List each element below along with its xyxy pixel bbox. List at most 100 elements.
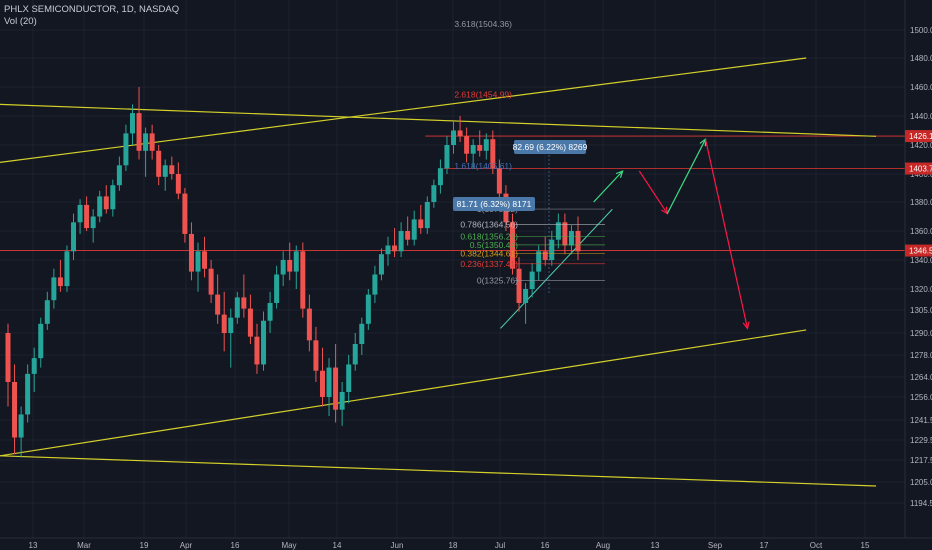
time-tick-label: Mar (77, 541, 91, 550)
bullish-candle (326, 367, 332, 397)
bullish-candle (51, 277, 57, 301)
bullish-candle (38, 323, 44, 359)
bullish-candle (536, 251, 542, 272)
bearish-candle (300, 251, 306, 309)
bearish-candle (306, 308, 312, 341)
price-tick-label: 1264.00 (910, 373, 932, 382)
measure-box (514, 140, 586, 154)
price-tick-label: 1500.00 (910, 26, 932, 35)
bullish-candle (31, 358, 37, 374)
trendline (0, 455, 877, 487)
bullish-candle (339, 392, 345, 410)
bearish-candle (392, 245, 398, 252)
bullish-candle (280, 260, 286, 275)
bullish-candle (162, 165, 168, 177)
time-tick-label: Sep (708, 541, 723, 550)
price-tick-label: 1194.50 (910, 499, 932, 508)
overlay-layer: 82.69 (6.22%) 8269 81.71 (6.32%) 8171 (453, 137, 750, 330)
bullish-candle (483, 139, 489, 151)
bearish-candle (156, 150, 162, 177)
bearish-candle (136, 113, 142, 151)
trendline (0, 103, 877, 137)
fib-level-label: 0.382(1344.61) (460, 248, 518, 258)
price-axis[interactable]: 1500.001480.001460.001440.001420.001400.… (904, 0, 932, 550)
bullish-candle (195, 251, 201, 272)
fib-level-label: 0(1325.76) (477, 276, 518, 286)
price-tick-label: 1241.50 (910, 416, 932, 425)
bearish-candle (103, 196, 109, 210)
bullish-candle (77, 204, 83, 223)
trendlines-layer (0, 57, 905, 487)
bearish-candle (84, 204, 90, 229)
bearish-candle (575, 231, 581, 252)
bullish-candle (116, 165, 122, 186)
bullish-candle (352, 344, 358, 365)
price-tick-label: 1480.00 (910, 54, 932, 63)
bullish-candle (523, 289, 529, 303)
bearish-candle (5, 333, 11, 382)
bearish-candle (188, 233, 194, 272)
bullish-candle (25, 373, 31, 415)
bearish-candle (509, 222, 515, 269)
bullish-candle (261, 320, 267, 365)
bearish-candle (12, 382, 18, 438)
bullish-candle (444, 145, 450, 169)
bearish-candle (542, 251, 548, 260)
bullish-candle (424, 202, 430, 229)
bearish-candle (496, 168, 502, 194)
bullish-candle (359, 323, 365, 344)
bearish-candle (464, 136, 470, 154)
bullish-candle (568, 231, 574, 246)
bearish-candle (247, 308, 253, 337)
bullish-candle (411, 219, 417, 240)
red-projection-arrow (638, 170, 668, 214)
price-tag-label: 1426.15 (909, 132, 932, 141)
bearish-candle (149, 133, 155, 151)
price-tick-label: 1340.00 (910, 256, 932, 265)
symbol-title[interactable]: PHLX SEMICONDUCTOR, 1D, NASDAQ (4, 4, 180, 15)
bullish-candle (64, 251, 70, 287)
price-tick-label: 1440.00 (910, 112, 932, 121)
bullish-candle (267, 303, 273, 321)
bearish-candle (208, 268, 214, 295)
time-tick-label: 19 (140, 541, 149, 550)
time-axis[interactable]: 13 Mar 19 Apr 16 May 14 Jun 18 Jul 16 Aug 13 Sep 17 Oct… (0, 537, 932, 550)
price-tick-label: 1290.00 (910, 329, 932, 338)
bullish-candle (549, 239, 555, 260)
bullish-candle (110, 185, 116, 210)
price-tick-label: 1360.00 (910, 227, 932, 236)
bearish-candle (313, 340, 319, 371)
fib-level-label: 3.618(1504.36) (454, 19, 512, 29)
bullish-candle (143, 133, 149, 151)
volume-indicator-label[interactable]: Vol (20) (4, 16, 37, 27)
price-tag-label: 1346.50 (909, 247, 932, 256)
arrow-head (660, 206, 669, 215)
bearish-candle (241, 297, 247, 309)
bullish-candle (555, 222, 561, 240)
bullish-candle (274, 274, 280, 303)
bearish-candle (221, 314, 227, 333)
bearish-candle (516, 268, 522, 303)
price-tick-label: 1229.50 (910, 436, 932, 445)
time-tick-label: 17 (760, 541, 769, 550)
price-tick-label: 1256.00 (910, 393, 932, 402)
bearish-candle (418, 219, 424, 229)
bullish-candle (97, 196, 103, 217)
bullish-candle (451, 130, 457, 145)
measure-box (453, 197, 535, 211)
price-tick-label: 1278.00 (910, 351, 932, 360)
arrow-head (615, 170, 624, 178)
time-tick-label: Jul (495, 541, 505, 550)
time-tick-label: Apr (180, 541, 193, 550)
bearish-candle (490, 139, 496, 169)
time-tick-label: 16 (541, 541, 550, 550)
price-tick-label: 1217.50 (910, 456, 932, 465)
price-tag (905, 244, 932, 257)
time-tick-label: 15 (861, 541, 870, 550)
time-tick-label: Aug (596, 541, 610, 550)
bearish-candle (319, 370, 325, 397)
candles-layer (5, 87, 581, 458)
time-tick-label: Oct (810, 541, 823, 550)
bearish-candle (175, 174, 181, 194)
